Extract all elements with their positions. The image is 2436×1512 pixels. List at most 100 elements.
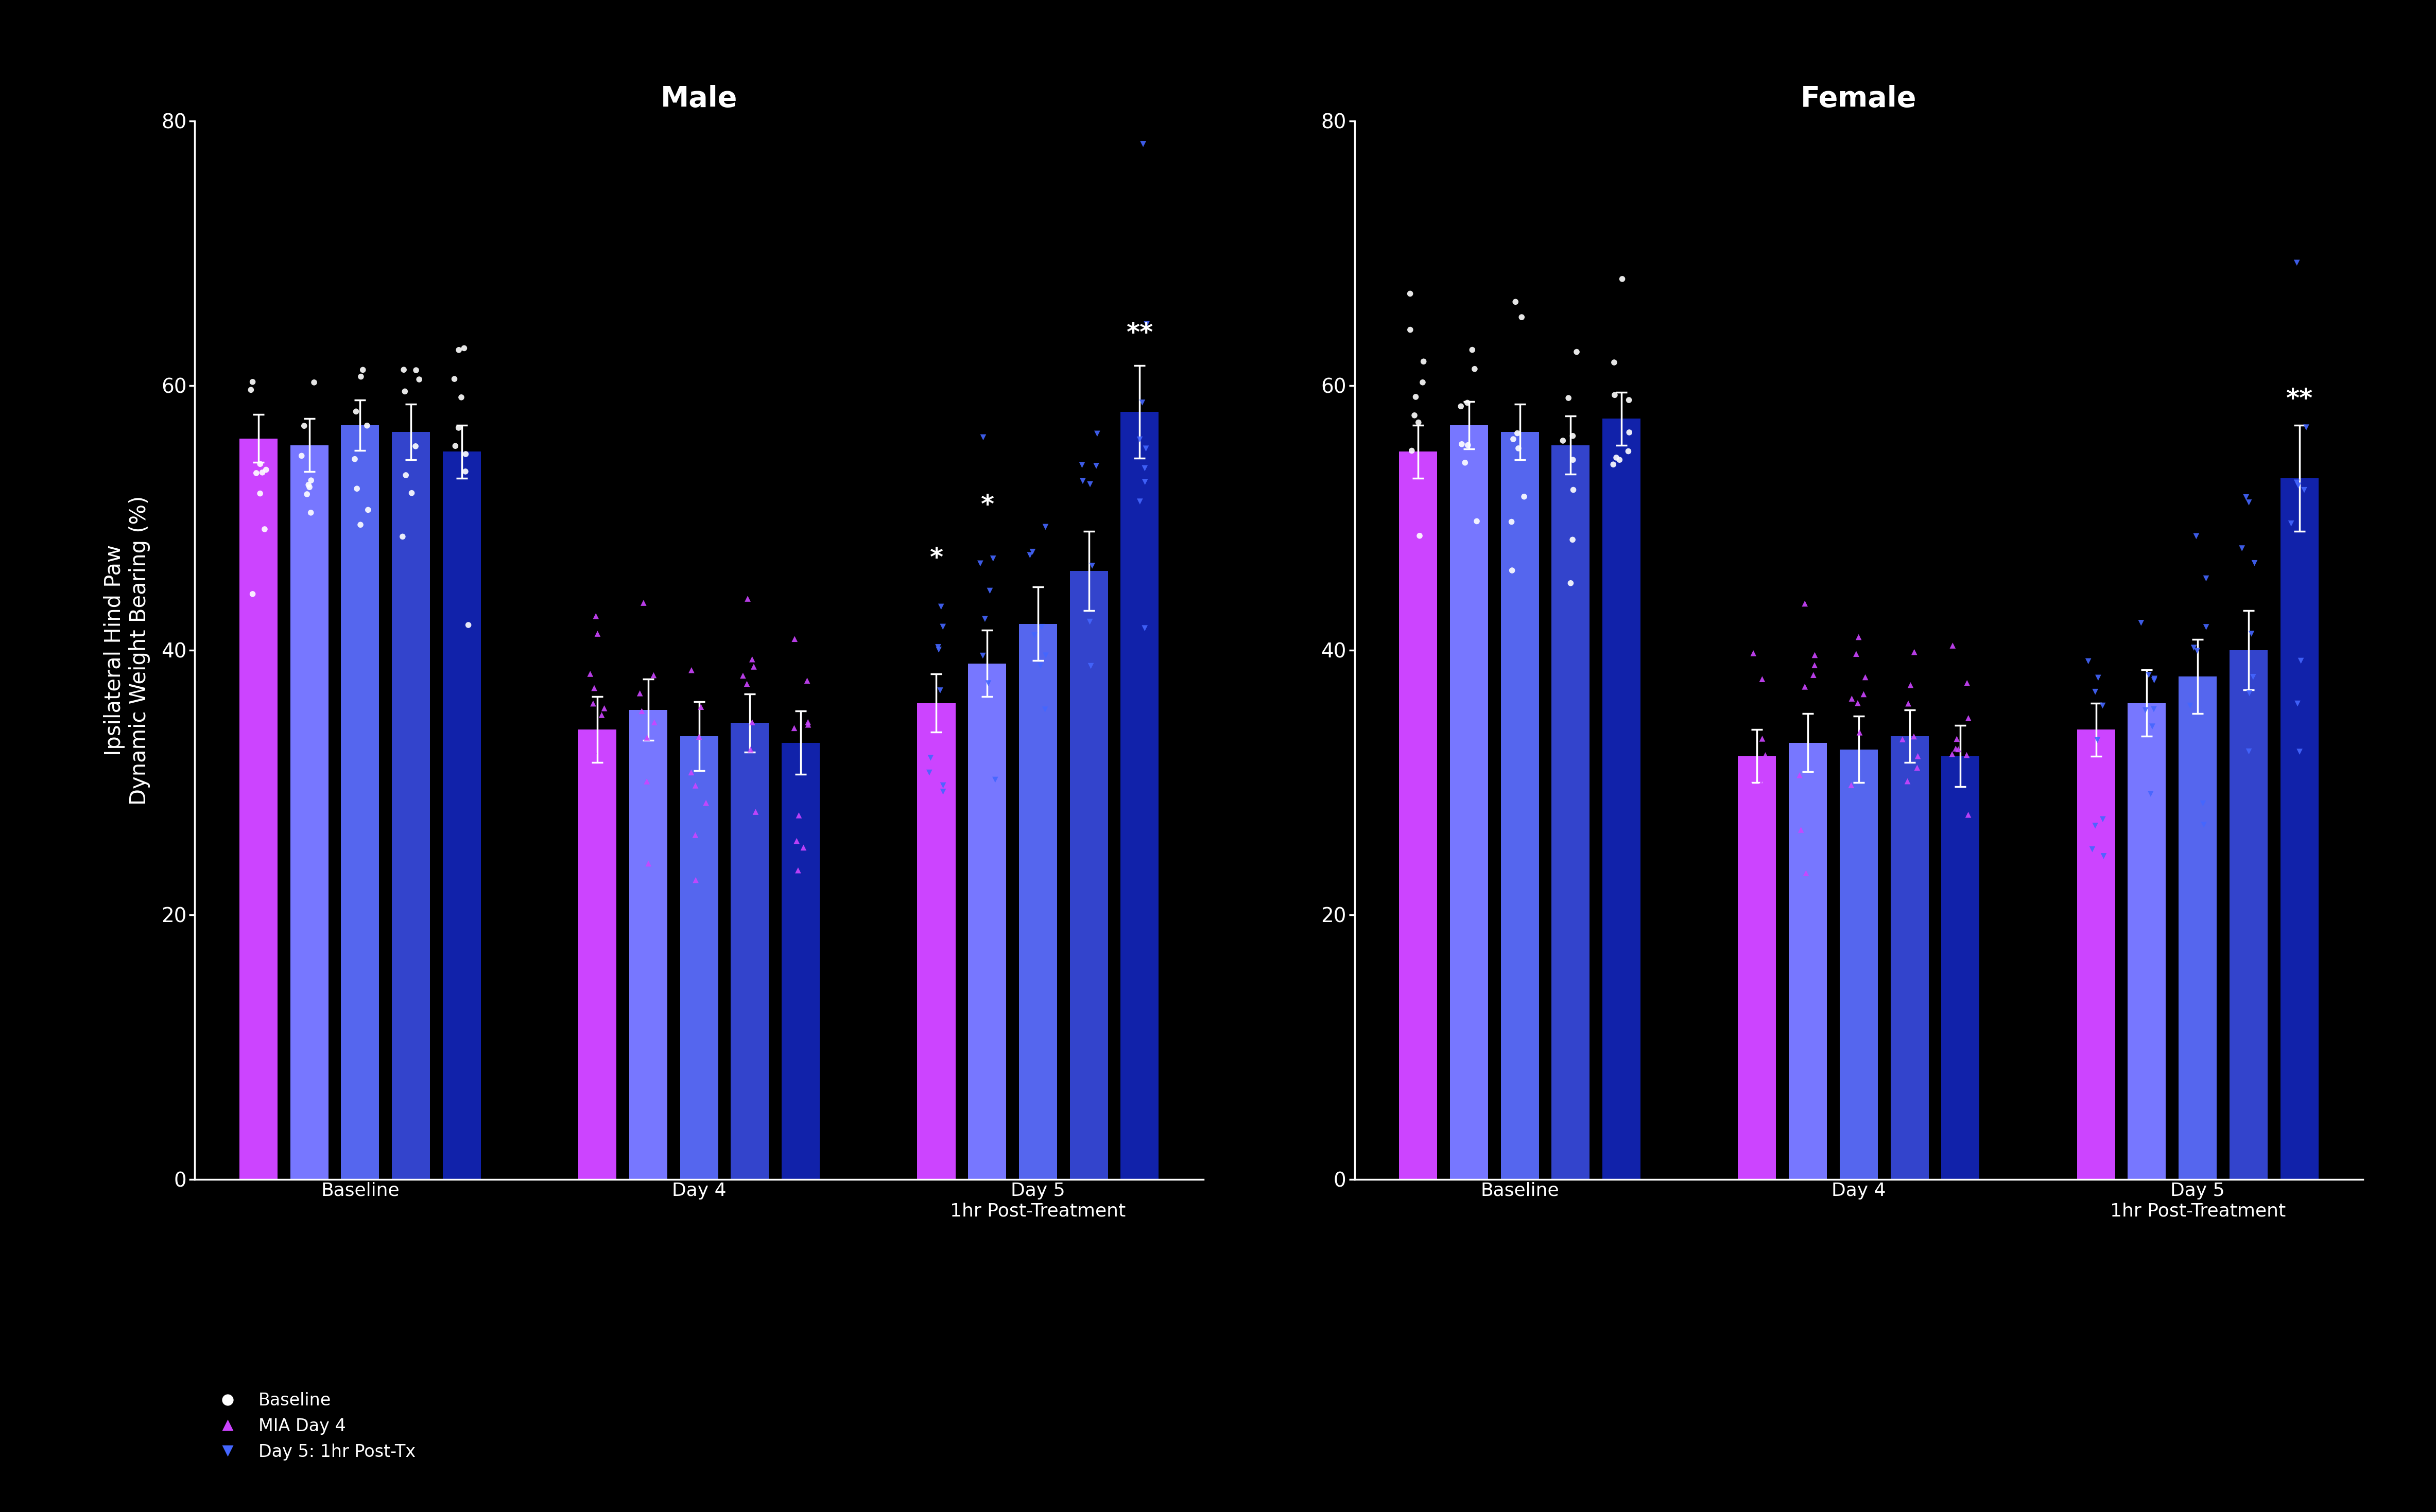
Point [572, 691, 611, 715]
Point [1844, 682, 1883, 706]
Point [1937, 727, 1976, 751]
Point [336, 448, 375, 472]
Point [2134, 714, 2173, 738]
Point [923, 773, 962, 797]
Point [1125, 615, 1164, 640]
Point [234, 370, 273, 395]
Point [1125, 470, 1164, 494]
Point [1554, 528, 1593, 552]
Point [397, 434, 436, 458]
Point [1610, 389, 1649, 413]
Point [236, 461, 275, 485]
Point [2285, 478, 2324, 502]
Point [1498, 422, 1537, 446]
Point [1557, 340, 1596, 364]
Point [1026, 514, 1065, 538]
Point [2083, 807, 2122, 832]
Point [1457, 510, 1496, 534]
Point [1403, 370, 1442, 395]
Point [687, 791, 726, 815]
Point [1795, 653, 1834, 677]
Point [446, 442, 485, 466]
Bar [967, 664, 1006, 1179]
Point [1888, 691, 1927, 715]
Point [1505, 484, 1544, 508]
Point [780, 803, 818, 827]
Bar [1449, 425, 1488, 1179]
Point [2280, 739, 2319, 764]
Point [446, 460, 485, 484]
Point [1781, 764, 1820, 788]
Point [1062, 454, 1101, 478]
Point [1445, 451, 1484, 475]
Point [1021, 653, 1060, 677]
Point [1023, 615, 1062, 640]
Point [1793, 662, 1832, 686]
Point [2278, 470, 2317, 494]
Point [575, 676, 614, 700]
Point [2222, 537, 2261, 561]
Point [1732, 773, 1771, 797]
Point [1742, 771, 1781, 795]
Point [918, 635, 957, 659]
Point [1932, 742, 1971, 767]
Bar [731, 723, 770, 1179]
Point [1396, 404, 1435, 428]
Point [923, 780, 962, 804]
Bar [680, 736, 719, 1179]
Point [918, 638, 957, 662]
Bar [443, 452, 480, 1179]
Point [283, 443, 322, 467]
Point [1949, 706, 1988, 730]
Point [680, 724, 719, 748]
Point [241, 452, 280, 476]
Point [633, 664, 672, 688]
Point [2129, 662, 2168, 686]
Point [1898, 744, 1937, 768]
Point [385, 358, 424, 383]
Bar [1501, 432, 1540, 1179]
Point [1786, 674, 1825, 699]
Point [2231, 621, 2270, 646]
Point [438, 416, 477, 440]
Point [1742, 667, 1781, 691]
Point [921, 594, 960, 618]
Point [1128, 311, 1167, 336]
Bar [2178, 677, 2217, 1179]
Point [1452, 337, 1491, 361]
Point [2175, 635, 2214, 659]
Point [2234, 550, 2273, 575]
Point [2122, 611, 2161, 635]
Bar [2229, 650, 2268, 1179]
Point [2178, 525, 2217, 549]
Point [1781, 818, 1820, 842]
Point [1503, 305, 1542, 330]
Bar [1839, 750, 1878, 1179]
Point [575, 739, 614, 764]
Point [231, 378, 270, 402]
Point [1391, 318, 1430, 342]
Point [339, 476, 378, 500]
Point [1072, 653, 1111, 677]
Point [672, 761, 711, 785]
Point [341, 513, 380, 537]
Point [728, 671, 767, 696]
Point [1449, 432, 1488, 457]
Point [2134, 667, 2173, 691]
Point [2132, 782, 2170, 806]
Point [2183, 791, 2222, 815]
Point [789, 711, 828, 735]
Point [1742, 727, 1781, 751]
Point [2075, 680, 2114, 705]
Point [577, 603, 616, 627]
Point [965, 606, 1004, 631]
Point [585, 696, 624, 720]
Point [1744, 824, 1783, 848]
Bar [2127, 703, 2166, 1179]
Point [436, 434, 475, 458]
Point [1596, 383, 1635, 407]
Point [1454, 357, 1493, 381]
Point [909, 761, 948, 785]
Point [1077, 454, 1116, 478]
Point [970, 579, 1009, 603]
